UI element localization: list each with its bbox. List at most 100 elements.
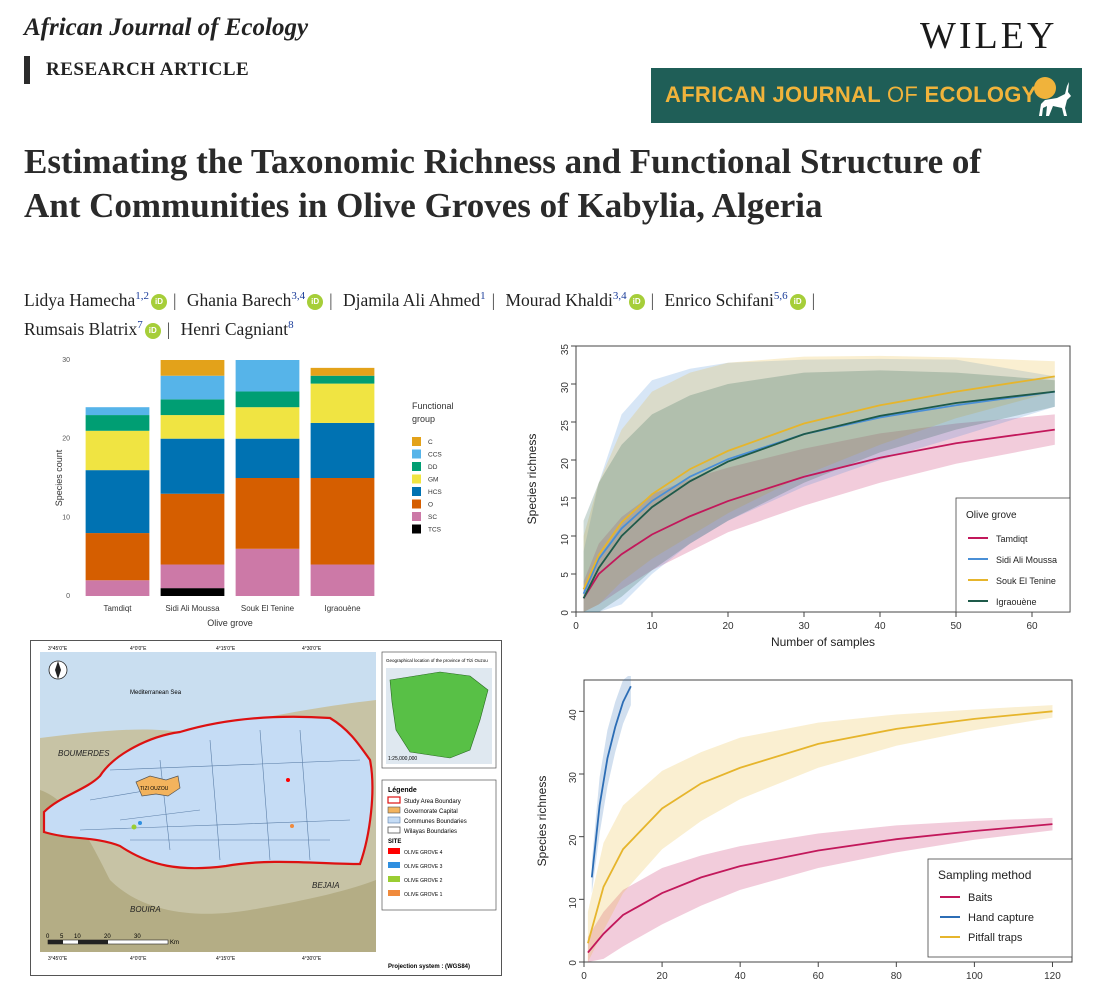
legend-swatch-sc — [412, 512, 421, 521]
y-tick-label: 10 — [62, 514, 70, 521]
bar-segment-c — [160, 360, 225, 376]
legend-title: Olive grove — [966, 510, 1017, 521]
orcid-icon[interactable]: iD — [789, 293, 806, 310]
x-tick-label: 50 — [950, 621, 962, 632]
bar-segment-gm — [235, 407, 300, 439]
author-affiliation: 3,4 — [291, 290, 306, 302]
legend-box — [927, 858, 1073, 958]
legend-label: C — [428, 439, 433, 446]
confidence-band-sidi-ali-moussa — [583, 358, 1055, 612]
legend-label: Souk El Tenine — [996, 576, 1056, 586]
site-marker-3[interactable] — [138, 821, 142, 825]
author-name[interactable]: Ghania Barech — [186, 289, 292, 310]
bar-segment-gm — [160, 415, 225, 439]
banner-text: AFRICAN JOURNAL OF ECOLOGY — [665, 82, 1037, 108]
banner-text-1: AFRICAN JOURNAL — [665, 82, 881, 107]
map-legend-title: Légende — [388, 787, 417, 794]
inset-algeria-shape — [389, 671, 489, 759]
x-tick-label: 40 — [735, 971, 747, 982]
author-name[interactable]: Rumsais Blatrix — [24, 318, 138, 339]
scale-label: 30 — [134, 934, 141, 940]
map-top-tick: 3°45'0"E — [48, 646, 68, 652]
bar-segment-dd — [85, 415, 150, 431]
map-relief — [40, 790, 376, 952]
bar-segment-dd — [160, 399, 225, 416]
site-legend-item: OLIVE GROVE 4 — [404, 850, 443, 856]
plot-frame — [575, 345, 1071, 613]
author-name[interactable]: Mourad Khaldi — [505, 289, 613, 310]
legend-label: Sidi Ali Moussa — [996, 555, 1057, 565]
scale-label: 10 — [74, 934, 81, 940]
site-marker-2[interactable] — [131, 824, 137, 830]
y-tick-label: 25 — [560, 420, 571, 432]
sea-label: Mediterranean Sea — [130, 690, 182, 696]
x-tick-label: Igraouène — [324, 604, 361, 613]
legend-title: group — [412, 414, 435, 424]
y-tick-label: 35 — [560, 344, 571, 356]
confidence-band-hand-capture — [591, 676, 631, 894]
map-top-tick: 4°30'0"E — [302, 646, 322, 652]
y-tick-label: 10 — [568, 897, 579, 909]
orcid-icon[interactable]: iD — [151, 293, 168, 310]
legend-swatch-dd — [412, 462, 421, 471]
author-name[interactable]: Lidya Hamecha — [24, 289, 136, 310]
x-tick-label: 0 — [581, 971, 587, 982]
bar-segment-gm — [85, 430, 150, 471]
journal-name: African Journal of Ecology — [24, 14, 309, 41]
olive-grove-rarefaction-chart: 0 10 20 30 40 50 60 0 5 10 15 20 25 30 35 Number of sam… — [525, 344, 1071, 649]
bar-segment-hcs — [85, 470, 150, 534]
bar-segment-dd — [310, 375, 375, 384]
map-top-tick: 4°15'0"E — [216, 646, 236, 652]
bar-segment-c — [310, 367, 375, 376]
author-affiliation: 7 — [137, 318, 143, 331]
x-tick-label: 80 — [891, 971, 903, 982]
y-tick-label: 20 — [62, 436, 70, 443]
projection-label: Projection system : (WGS84) — [388, 964, 470, 970]
legend-swatch-gm — [412, 474, 421, 484]
legend-swatch-c — [412, 437, 421, 446]
functional-group-bar-chart: 0 10 20 30 Tamdiqt Sidi Ali Moussa Souk El Ten… — [54, 357, 454, 628]
site-legend-item: OLIVE GROVE 3 — [404, 864, 443, 870]
site-marker-4[interactable] — [286, 778, 290, 782]
bar-segment-ccs — [160, 375, 225, 400]
article-type: RESEARCH ARTICLE — [24, 56, 249, 84]
orcid-icon[interactable]: iD — [144, 322, 161, 339]
legend-label: HCS — [428, 489, 442, 496]
y-tick-label: 30 — [62, 357, 70, 364]
map-bottom-tick: 4°0'0"E — [130, 956, 147, 962]
scale-label: 0 — [46, 934, 50, 940]
gazelle-logo-icon — [1034, 77, 1071, 116]
author-affiliation: 1,2 — [135, 290, 150, 302]
author-name[interactable]: Enrico Schifani — [664, 289, 774, 310]
inset-scale: 1:25,000,000 — [388, 756, 417, 762]
capital-area — [135, 775, 181, 797]
author-list: Lidya Hamecha1,2 iD | Ghania Barech3,4 iD | … — [24, 289, 816, 339]
map-legend — [381, 779, 497, 911]
legend-title: Functional — [412, 401, 454, 411]
bar-segment-ccs — [235, 360, 300, 392]
orcid-icon[interactable]: iD — [628, 293, 645, 310]
site-marker-1[interactable] — [290, 824, 294, 828]
x-tick-label: 120 — [1044, 971, 1061, 982]
y-tick-label: 0 — [66, 593, 70, 600]
y-axis-label: Species richness — [525, 434, 539, 525]
author-name[interactable]: Djamila Ali Ahmed — [343, 289, 481, 310]
author-name[interactable]: Henri Cagniant — [180, 318, 289, 339]
y-axis-label: Species richness — [535, 776, 549, 867]
bar-segment-tcs — [160, 588, 225, 596]
journal-banner: AFRICAN JOURNAL OF ECOLOGY — [651, 68, 1082, 123]
legend-title: Sampling method — [938, 868, 1031, 882]
bar-segment-hcs — [235, 438, 300, 478]
orcid-icon[interactable]: iD — [307, 293, 324, 310]
confidence-band-souk-el-tenine — [583, 355, 1055, 612]
site-legend-item: OLIVE GROVE 2 — [404, 878, 443, 884]
confidence-band-baits — [587, 817, 1053, 962]
y-axis-label: Species count — [54, 449, 64, 506]
region-label-boumerdes: BOUMERDES — [58, 749, 110, 758]
y-tick-label: 40 — [568, 709, 579, 721]
bar-segment-o — [235, 478, 300, 549]
bar-segment-hcs — [310, 422, 375, 478]
author-affiliation: 3,4 — [612, 290, 627, 302]
bar-segment-sc — [310, 564, 375, 596]
legend-label: Baits — [968, 892, 993, 904]
